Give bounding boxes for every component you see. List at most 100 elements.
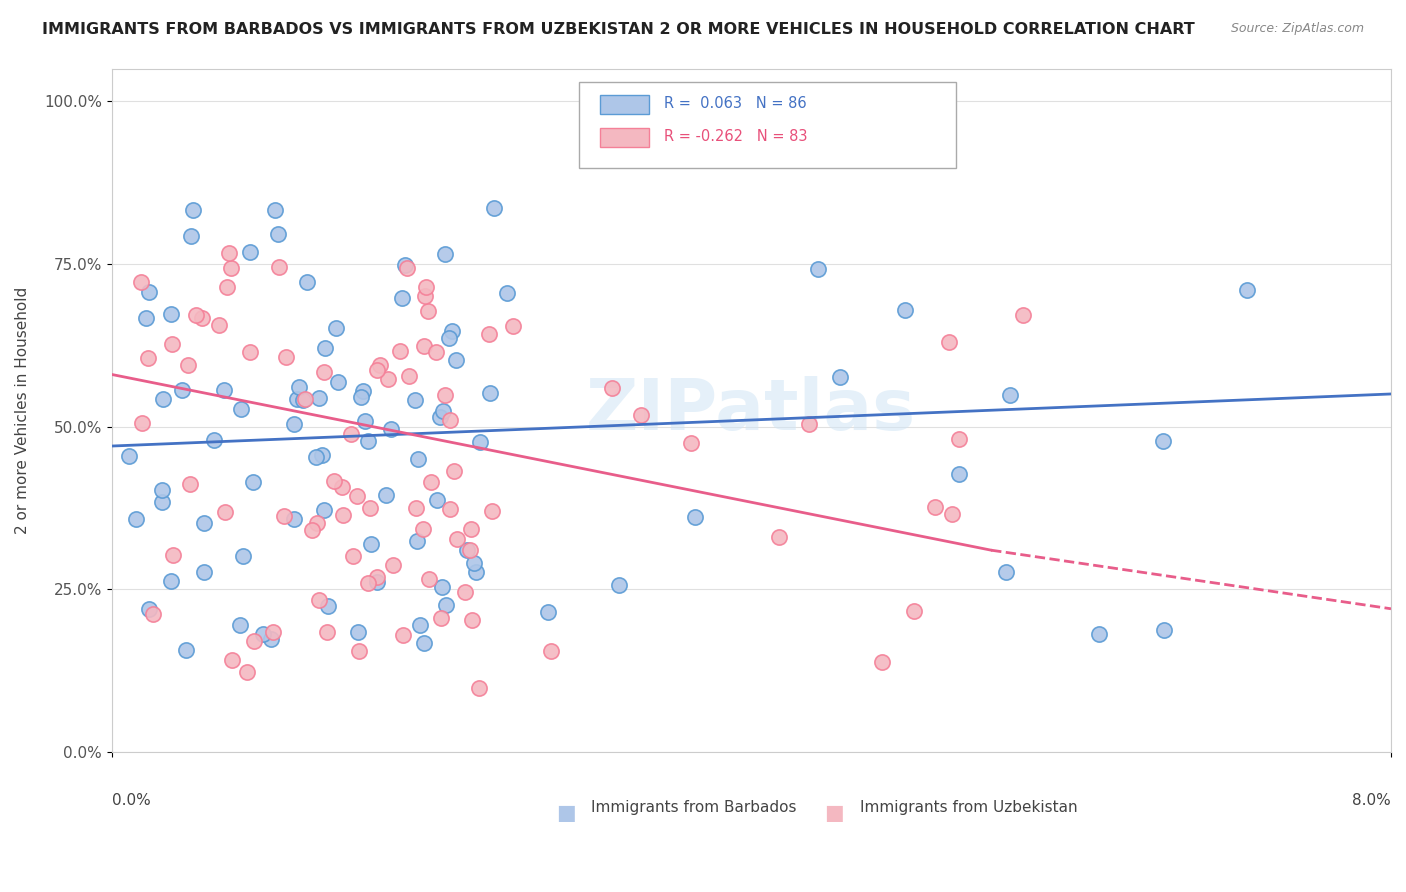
Point	[308, 593, 330, 607]
Point	[870, 655, 893, 669]
Point	[231, 401, 253, 416]
Point	[264, 203, 287, 218]
Point	[315, 624, 337, 639]
Point	[311, 448, 333, 462]
Text: 0.0%: 0.0%	[111, 793, 150, 808]
Point	[347, 643, 370, 657]
Point	[346, 490, 368, 504]
Point	[413, 289, 436, 303]
Point	[377, 372, 399, 386]
Text: Immigrants from Barbados: Immigrants from Barbados	[592, 800, 797, 814]
Point	[948, 432, 970, 446]
Point	[460, 522, 482, 536]
Point	[461, 613, 484, 627]
Point	[419, 475, 441, 489]
Point	[408, 618, 430, 632]
Point	[276, 350, 298, 364]
Point	[347, 624, 370, 639]
Point	[305, 450, 328, 464]
Text: R = -0.262   N = 83: R = -0.262 N = 83	[664, 128, 808, 144]
Point	[308, 391, 330, 405]
Text: 8.0%: 8.0%	[1353, 793, 1391, 808]
Point	[437, 331, 460, 345]
Point	[193, 516, 215, 530]
Point	[439, 412, 461, 426]
Point	[172, 383, 194, 397]
Point	[1152, 434, 1174, 448]
Point	[357, 576, 380, 591]
Point	[314, 503, 336, 517]
Point	[382, 558, 405, 573]
Point	[359, 500, 381, 515]
Point	[429, 410, 451, 425]
Point	[375, 488, 398, 502]
Point	[124, 512, 146, 526]
Point	[768, 530, 790, 544]
Point	[291, 392, 314, 407]
Point	[352, 384, 374, 399]
Point	[131, 417, 153, 431]
Point	[456, 543, 478, 558]
Point	[380, 422, 402, 436]
Point	[215, 280, 238, 294]
Text: Source: ZipAtlas.com: Source: ZipAtlas.com	[1230, 22, 1364, 36]
Point	[433, 388, 456, 402]
Point	[454, 585, 477, 599]
Point	[391, 291, 413, 305]
Point	[326, 376, 349, 390]
Bar	[600, 95, 650, 114]
Point	[465, 565, 488, 579]
Point	[463, 557, 485, 571]
Text: IMMIGRANTS FROM BARBADOS VS IMMIGRANTS FROM UZBEKISTAN 2 OR MORE VEHICLES IN HOU: IMMIGRANTS FROM BARBADOS VS IMMIGRANTS F…	[42, 22, 1195, 37]
Point	[434, 599, 457, 613]
Point	[502, 319, 524, 334]
Point	[924, 500, 946, 514]
Point	[607, 577, 630, 591]
Point	[679, 435, 702, 450]
Point	[429, 611, 451, 625]
Point	[138, 602, 160, 616]
Point	[118, 449, 141, 463]
Point	[136, 351, 159, 365]
Point	[441, 324, 464, 338]
Point	[342, 549, 364, 564]
Point	[406, 534, 429, 549]
Point	[162, 337, 184, 351]
Point	[430, 580, 453, 594]
Point	[415, 280, 437, 294]
Point	[418, 572, 440, 586]
Point	[353, 414, 375, 428]
Point	[366, 575, 388, 590]
Point	[1236, 283, 1258, 297]
Text: ZIPatlas: ZIPatlas	[586, 376, 917, 445]
Text: Immigrants from Uzbekistan: Immigrants from Uzbekistan	[860, 800, 1077, 814]
Point	[600, 381, 623, 395]
Point	[368, 358, 391, 372]
Point	[360, 537, 382, 551]
Point	[330, 480, 353, 494]
Point	[179, 477, 201, 491]
Point	[162, 548, 184, 562]
Text: R =  0.063   N = 86: R = 0.063 N = 86	[664, 95, 807, 111]
Point	[160, 574, 183, 588]
Point	[288, 380, 311, 394]
Point	[1153, 623, 1175, 637]
Point	[212, 383, 235, 397]
Point	[219, 260, 242, 275]
Point	[325, 320, 347, 334]
Point	[239, 245, 262, 260]
Point	[389, 344, 412, 359]
Point	[218, 246, 240, 260]
Point	[894, 303, 917, 318]
Point	[540, 644, 562, 658]
Point	[221, 653, 243, 667]
Point	[314, 342, 336, 356]
Point	[412, 339, 434, 353]
Point	[285, 392, 308, 406]
Point	[478, 326, 501, 341]
Point	[180, 229, 202, 244]
Point	[948, 467, 970, 481]
Point	[202, 433, 225, 447]
Point	[228, 618, 250, 632]
Point	[398, 368, 420, 383]
